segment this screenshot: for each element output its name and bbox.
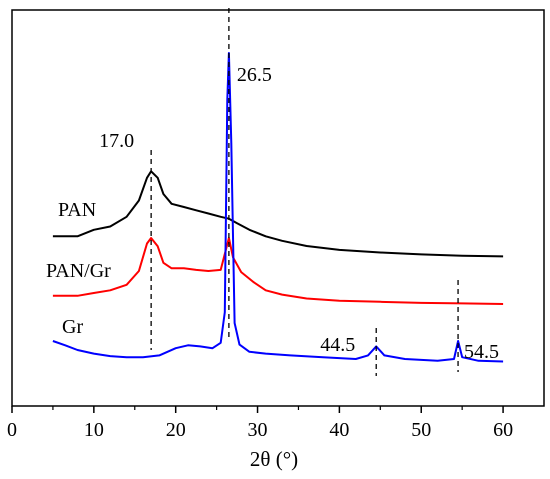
- x-tick-label: 20: [166, 419, 186, 441]
- x-tick-label: 40: [329, 419, 349, 441]
- peak-label: 26.5: [237, 64, 272, 86]
- series-line-pan-gr: [52, 237, 504, 305]
- peak-label: 54.5: [464, 341, 499, 363]
- x-axis-title: 2θ (°): [250, 447, 298, 471]
- series-curves: [52, 52, 504, 363]
- series-label-pan: PAN: [58, 199, 96, 221]
- plot-frame: [11, 9, 545, 407]
- series-labels: PAN PAN/Gr Gr: [46, 199, 111, 338]
- x-tick-label: 10: [84, 419, 104, 441]
- series-line-gr: [52, 52, 504, 363]
- series-label-gr: Gr: [62, 316, 83, 338]
- peak-label: 17.0: [99, 130, 134, 152]
- x-tick-label: 30: [248, 419, 268, 441]
- peak-label: 44.5: [320, 334, 355, 356]
- x-tick-label: 0: [7, 419, 17, 441]
- series-line-pan: [52, 170, 504, 258]
- x-tick-label: 50: [411, 419, 431, 441]
- series-label-pan-gr: PAN/Gr: [46, 260, 111, 282]
- x-tick-label: 60: [493, 419, 513, 441]
- axes: 0 10 20 30 40 50 60 2θ (°): [7, 9, 545, 471]
- peak-markers: 17.0 26.5 44.5 54.5: [99, 8, 499, 376]
